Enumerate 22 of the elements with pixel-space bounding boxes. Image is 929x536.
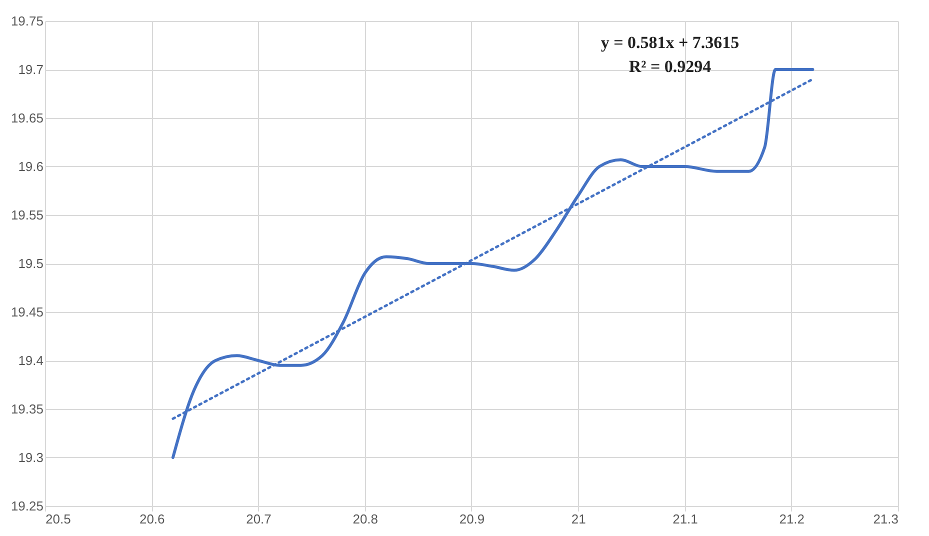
y-tick-label: 19.3 [18, 450, 44, 465]
x-tick-label: 20.6 [139, 512, 165, 526]
y-tick-label: 19.6 [18, 159, 44, 174]
x-tick-label: 21 [571, 512, 586, 526]
y-tick-label: 19.75 [10, 14, 44, 28]
y-tick-label: 19.4 [18, 353, 44, 368]
annotation: y = 0.581x + 7.3615 [600, 33, 740, 52]
y-tick-label: 19.5 [18, 256, 44, 271]
y-tick-label: 19.55 [10, 208, 44, 222]
y-tick-label: 19.7 [18, 62, 44, 77]
y-tick-label: 19.35 [10, 402, 44, 416]
x-tick-label: 21.3 [873, 512, 898, 526]
x-tick-label: 20.7 [246, 512, 272, 526]
x-tick-label: 21.2 [779, 512, 805, 526]
annotation: R² = 0.9294 [628, 57, 712, 76]
x-tick-label: 20.5 [46, 512, 71, 526]
y-tick-label: 19.45 [10, 304, 44, 320]
y-tick-label: 19.25 [10, 498, 44, 514]
y-tick-label: 19.65 [10, 110, 44, 126]
x-tick-label: 20.9 [459, 512, 485, 526]
x-tick-label: 20.8 [352, 512, 378, 526]
x-tick-label: 21.1 [672, 512, 698, 526]
